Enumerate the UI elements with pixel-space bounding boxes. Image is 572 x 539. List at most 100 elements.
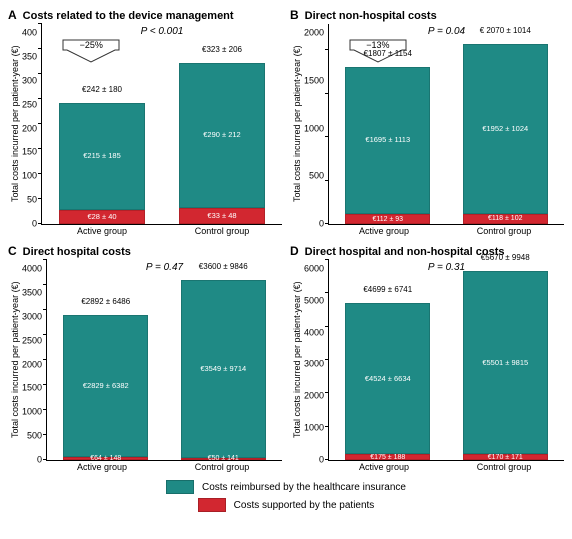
panel-letter: C	[8, 244, 17, 258]
bar-segment-patient: €50 ± 141	[181, 458, 266, 461]
legend-insurance: Costs reimbursed by the healthcare insur…	[166, 480, 406, 494]
bar-segment-patient: €175 ± 188	[345, 454, 430, 460]
y-axis: 05001000150020002500300035004000	[22, 260, 46, 460]
y-tick: 6000	[304, 265, 324, 274]
y-tick: 0	[304, 220, 324, 229]
y-tick: 0	[22, 456, 42, 465]
y-axis: 050100150200250300350400	[22, 24, 41, 224]
y-tick: 350	[22, 52, 37, 61]
bar-column: €242 ± 180 €215 ± 185 €28 ± 40	[59, 24, 145, 224]
bar-column: €4699 ± 6741 €4524 ± 6634 €175 ± 188	[345, 260, 430, 460]
bar-segment-label: €1695 ± 1113	[365, 136, 410, 144]
bar-segment-label: €215 ± 185	[83, 152, 120, 160]
bars: €2892 ± 6486 €2829 ± 6382 €64 ± 148 €3600 ±…	[47, 260, 282, 460]
bar-total-label: €2892 ± 6486	[81, 297, 130, 306]
bar-total-label: €1807 ± 1154	[364, 49, 412, 58]
y-tick: 4000	[22, 265, 42, 274]
bar-segment-insurance: €3549 ± 9714	[181, 280, 266, 457]
bars: €1807 ± 1154 €1695 ± 1113 €112 ± 93 € 2070 …	[329, 24, 564, 224]
y-tick: 0	[304, 455, 324, 464]
x-axis: Active groupControl group	[42, 462, 282, 472]
plot-area: P = 0.04−13%€1807 ± 1154€1695 ± 1113€112…	[328, 24, 564, 225]
y-tick: 1500	[22, 384, 42, 393]
y-tick: 0	[22, 220, 37, 229]
bar-segment-patient: €33 ± 48	[179, 208, 265, 225]
bar-column: €2892 ± 6486 €2829 ± 6382 €64 ± 148	[63, 260, 148, 460]
bar-segment-label: €1952 ± 1024	[482, 125, 528, 133]
plot-area: P = 0.47€2892 ± 6486€2829 ± 6382€64 ± 14…	[46, 260, 282, 461]
panel-letter: A	[8, 8, 17, 22]
bar-segment-insurance: €290 ± 212	[179, 63, 265, 208]
x-axis: Active groupControl group	[324, 462, 564, 472]
panel-title-text: Direct non-hospital costs	[305, 10, 437, 22]
y-tick: 250	[22, 100, 37, 109]
y-axis: 0100020003000400050006000	[304, 260, 328, 460]
bar-segment-patient: €170 ± 171	[463, 454, 548, 460]
bars: €4699 ± 6741€4524 ± 6634€175 ± 188€5670 …	[329, 260, 564, 460]
x-axis: Active groupControl group	[324, 226, 564, 236]
y-tick: 150	[22, 148, 37, 157]
y-axis-label: Total costs incurred per patient-year (€…	[290, 24, 304, 224]
bar-column: €1807 ± 1154 €1695 ± 1113 €112 ± 93	[345, 24, 430, 224]
bar-segment-label: €28 ± 40	[87, 213, 116, 221]
bar-segment-label: €290 ± 212	[203, 131, 240, 139]
panel-title: C Direct hospital costs	[8, 244, 282, 258]
panel-D: DDirect hospital and non-hospital costsT…	[290, 244, 564, 472]
panel-title-text: Costs related to the device management	[23, 10, 234, 22]
plot-area: P < 0.001−25%€242 ± 180€215 ± 185€28 ± 4…	[41, 24, 282, 225]
y-tick: 200	[22, 124, 37, 133]
y-axis-label: Total costs incurred per patient-year (€…	[8, 260, 22, 460]
y-tick: 2000	[304, 29, 324, 38]
bar-column: €3600 ± 9846 €3549 ± 9714€50 ± 141	[181, 260, 266, 460]
bar-total-label: €4699 ± 6741	[363, 285, 412, 294]
bar-column: € 2070 ± 1014 €1952 ± 1024 €118 ± 102	[463, 24, 548, 224]
panel-letter: B	[290, 8, 299, 22]
panel-title: B Direct non-hospital costs	[290, 8, 564, 22]
bar-segment-label: €112 ± 93	[372, 216, 403, 223]
bar-total-label: €323 ± 206	[202, 45, 242, 54]
bar-segment-label: €50 ± 141	[208, 455, 239, 462]
y-tick: 1000	[304, 124, 324, 133]
bar-segment-label: €118 ± 102	[488, 215, 522, 222]
bar-segment-insurance: €5501 ± 9815	[463, 271, 548, 454]
x-label: Control group	[179, 462, 265, 472]
swatch-patient	[198, 498, 226, 512]
x-label: Active group	[59, 226, 145, 236]
bar-segment-insurance: €4524 ± 6634	[345, 303, 430, 454]
panel-A: A Costs related to the device managementT…	[8, 8, 282, 236]
y-tick: 3500	[22, 288, 42, 297]
bar-segment-patient: €64 ± 148	[63, 457, 148, 460]
y-tick: 400	[22, 29, 37, 38]
bar-total-label: € 2070 ± 1014	[480, 26, 531, 35]
y-tick: 100	[22, 172, 37, 181]
bars: €242 ± 180 €215 ± 185 €28 ± 40 €323 ± 206 €2…	[42, 24, 282, 224]
legend-patient-label: Costs supported by the patients	[234, 500, 375, 511]
x-label: Active group	[341, 462, 427, 472]
y-axis-label: Total costs incurred per patient-year (€…	[8, 24, 22, 224]
y-tick: 500	[22, 432, 42, 441]
plot-area: P = 0.31€4699 ± 6741€4524 ± 6634€175 ± 1…	[328, 260, 564, 461]
bar-segment-label: €175 ± 188	[370, 454, 405, 461]
panels-grid: ACosts related to the device managementT…	[8, 8, 564, 472]
bar-total-label: €3600 ± 9846	[199, 262, 248, 271]
bar-total-label: €242 ± 180	[82, 85, 122, 94]
chart: Total costs incurred per patient-year (€…	[8, 260, 282, 460]
y-tick: 50	[22, 196, 37, 205]
panel-title-text: Direct hospital costs	[23, 246, 131, 258]
y-tick: 2000	[22, 360, 42, 369]
bar-segment-label: €4524 ± 6634	[365, 375, 411, 383]
bar-segment-label: €64 ± 148	[90, 455, 121, 462]
y-tick: 300	[22, 76, 37, 85]
chart: Total costs incurred per patient-year (€…	[290, 24, 564, 224]
y-tick: 1000	[22, 408, 42, 417]
y-tick: 1500	[304, 76, 324, 85]
bar-segment-insurance: €2829 ± 6382	[63, 315, 148, 456]
bar-segment-label: €5501 ± 9815	[482, 359, 528, 367]
bar-column: €5670 ± 9948€5501 ± 9815€170 ± 171	[463, 260, 548, 460]
bar-segment-insurance: €1695 ± 1113	[345, 67, 430, 214]
y-tick: 500	[304, 172, 324, 181]
bar-segment-label: €170 ± 171	[488, 454, 523, 461]
bar-segment-label: €2829 ± 6382	[83, 382, 129, 390]
y-tick: 5000	[304, 296, 324, 305]
panel-B: B Direct non-hospital costsTotal costs in…	[290, 8, 564, 236]
